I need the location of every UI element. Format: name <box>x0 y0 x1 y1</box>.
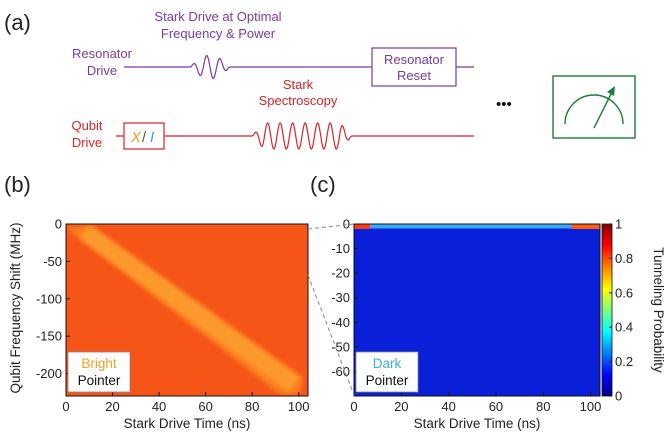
panel-b-ylabel: Qubit Frequency Shift (MHz) <box>8 222 23 393</box>
panel-c-ytick-label: -50 <box>331 339 350 354</box>
colorbar-tick-label: 0.8 <box>615 251 633 266</box>
gate-i: I <box>150 129 154 146</box>
colorbar-tick-label: 0.4 <box>615 320 633 335</box>
panel-b-ytick-label: -50 <box>43 254 62 269</box>
panel-c-frame <box>353 223 601 397</box>
panel-c-ytick-label: -60 <box>331 364 350 379</box>
panel-c-xtick-label: 20 <box>394 399 408 414</box>
panel-b-xtick-label: 0 <box>62 399 69 414</box>
meter-icon <box>552 75 636 139</box>
panel-c-xtick-label: 40 <box>441 399 455 414</box>
panel-b-diagonal-core <box>79 224 300 393</box>
stark-drive-label-1: Stark Drive at Optimal <box>154 9 281 24</box>
panel-c-label: (c) <box>310 172 336 197</box>
panel-c-xtick-label: 0 <box>350 399 357 414</box>
panel-c-heatmap: 0 20 40 60 80 100 0 -10 -20 -30 -40 -50 -60 Stark Dri… <box>331 217 601 432</box>
stark-spectroscopy-label-1: Stark <box>283 77 314 92</box>
panel-c-corner-left <box>354 224 370 229</box>
resonator-drive-label-1: Resonator <box>72 46 133 61</box>
panel-c-xtick-label: 100 <box>580 399 602 414</box>
panel-c-legend-word-1: Dark <box>373 356 402 371</box>
panel-c-ytick-label: -40 <box>331 315 350 330</box>
panel-b-legend-word-1: Bright <box>81 356 117 371</box>
qubit-drive-label-2: Drive <box>72 135 102 150</box>
zoom-connector <box>307 223 355 396</box>
panel-b-xtick-label: 40 <box>152 399 166 414</box>
panel-b-frame <box>65 223 309 397</box>
panel-b-label: (b) <box>4 172 31 197</box>
panel-b-xtick-label: 80 <box>245 399 259 414</box>
colorbar-tick-label: 0.2 <box>615 354 633 369</box>
panel-c-legend-box <box>355 351 419 393</box>
panel-b-ytick-label: -150 <box>36 329 62 344</box>
panel-c-ytick-label: -20 <box>331 266 350 281</box>
panel-b-legend-word-2: Pointer <box>78 373 121 388</box>
panel-b-heatmap: 0 20 40 60 80 100 0 -50 -100 -150 -200 Stark Drive … <box>8 217 310 432</box>
panel-b-xlabel: Stark Drive Time (ns) <box>124 416 251 431</box>
resonator-reset-label-1: Resonator <box>384 52 445 67</box>
panel-b-ytick-label: -100 <box>36 291 62 306</box>
panel-b-xtick-label: 100 <box>288 399 310 414</box>
panel-c-corner-right <box>571 224 600 229</box>
gate-box <box>123 122 165 150</box>
qubit-drive-label-1: Qubit <box>71 118 102 133</box>
qubit-drive-line <box>116 122 474 150</box>
panel-c-xlabel: Stark Drive Time (ns) <box>414 416 541 431</box>
ellipsis: ••• <box>496 96 512 113</box>
panel-c-ytick-label: 0 <box>343 217 350 232</box>
resonator-reset-label-2: Reset <box>397 68 431 83</box>
resonator-reset-box <box>371 47 457 87</box>
panel-b-ytick-label: -200 <box>36 366 62 381</box>
colorbar-tick-label: 1 <box>615 217 622 232</box>
colorbar-gradient <box>601 223 613 397</box>
stark-drive-label-2: Frequency & Power <box>161 26 276 41</box>
panel-b-ytick-label: 0 <box>55 217 62 232</box>
resonator-drive-line <box>124 47 474 87</box>
stark-spectroscopy-label-2: Spectroscopy <box>259 93 338 108</box>
panel-a-label: (a) <box>4 10 31 35</box>
panel-b-legend-box <box>67 351 131 393</box>
panel-c-xtick-label: 60 <box>489 399 503 414</box>
colorbar-label: Tunneling Probability <box>651 247 666 373</box>
panel-c-legend-word-2: Pointer <box>366 373 409 388</box>
panel-c-top-strip <box>354 224 600 229</box>
gate-x: X <box>130 129 142 146</box>
colorbar: 0 0.2 0.4 0.6 0.8 1 Tunneling Probability <box>601 217 666 404</box>
gate-sep: / <box>142 129 147 146</box>
panel-c-ytick-label: -30 <box>331 290 350 305</box>
colorbar-tick-label: 0.6 <box>615 285 633 300</box>
panel-c-xtick-label: 80 <box>536 399 550 414</box>
resonator-drive-label-2: Drive <box>87 63 117 78</box>
panel-c-ytick-label: -10 <box>331 241 350 256</box>
panel-b-xtick-label: 60 <box>198 399 212 414</box>
panel-b-xtick-label: 20 <box>105 399 119 414</box>
colorbar-tick-label: 0 <box>615 389 622 404</box>
